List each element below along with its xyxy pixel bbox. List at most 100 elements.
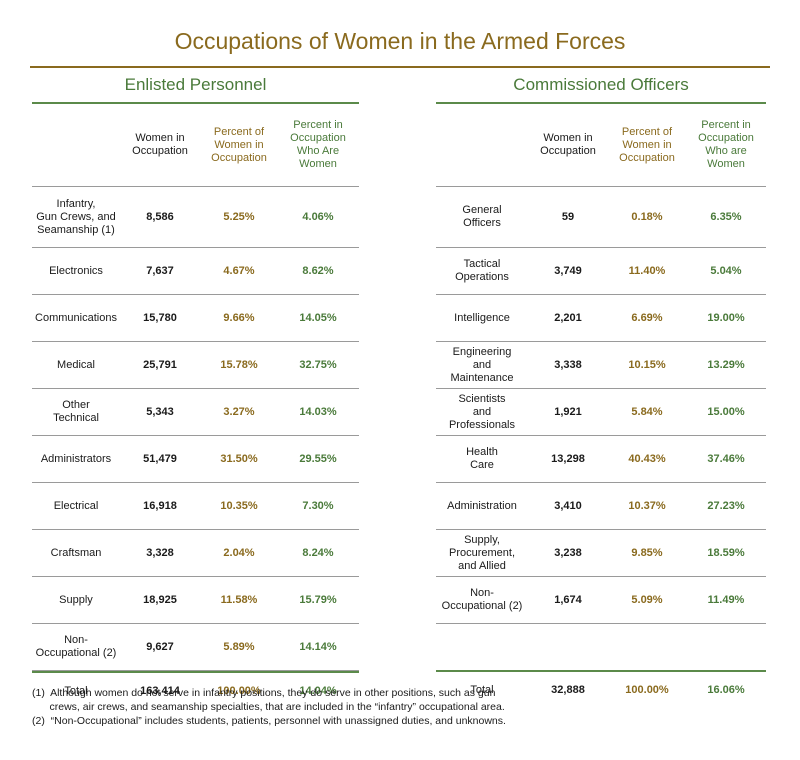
footnotes: (1) Although women do not serve in infan… xyxy=(32,686,772,728)
enlisted-table-row: Craftsman 3,328 2.04% 8.24% xyxy=(32,530,359,577)
officers-header-occupation xyxy=(436,104,528,186)
enlisted-header-rule xyxy=(32,186,359,187)
officers-cell-occupation: Engineering and Maintenance xyxy=(450,345,514,384)
officers-cell-percent-women: 5.84% xyxy=(631,405,663,418)
officers-cell-percent-occupation: 11.49% xyxy=(707,593,745,606)
officers-table-row: Engineering and Maintenance 3,338 10.15% 13.2… xyxy=(436,342,766,389)
officers-cell-percent-occupation: 13.29% xyxy=(707,358,745,371)
enlisted-cell-occupation: Craftsman xyxy=(50,546,102,559)
enlisted-cell-percent-occupation: 32.75% xyxy=(299,358,337,371)
enlisted-cell-percent-women: 11.58% xyxy=(220,593,258,606)
officers-cell-occupation: Health Care xyxy=(466,446,498,471)
enlisted-cell-occupation: Administrators xyxy=(40,452,112,465)
enlisted-cell-occupation: Electrical xyxy=(53,499,99,512)
officers-total-percent-women: 100.00% xyxy=(625,683,669,696)
enlisted-cell-percent-women: 15.78% xyxy=(220,358,258,371)
enlisted-total-women: 163,414 xyxy=(140,684,180,697)
enlisted-cell-percent-occupation: 14.05% xyxy=(299,311,337,324)
enlisted-table-row: Medical 25,791 15.78% 32.75% xyxy=(32,342,359,389)
officers-cell-percent-occupation: 6.35% xyxy=(710,210,742,223)
officers-cell-women: 1,674 xyxy=(554,593,582,606)
officers-title-rule xyxy=(436,102,766,104)
officers-cell-percent-occupation: 37.46% xyxy=(707,452,745,465)
enlisted-cell-women: 25,791 xyxy=(143,358,177,371)
enlisted-total-label: Total xyxy=(64,684,88,697)
officers-cell-percent-occupation: 27.23% xyxy=(707,499,745,512)
enlisted-header-women: Women in Occupation xyxy=(132,132,188,157)
enlisted-table-row: Administrators 51,479 31.50% 29.55% xyxy=(32,436,359,483)
officers-cell-percent-occupation: 15.00% xyxy=(707,405,745,418)
enlisted-cell-percent-occupation: 8.62% xyxy=(302,264,334,277)
enlisted-cell-percent-occupation: 7.30% xyxy=(302,499,334,512)
enlisted-cell-percent-occupation: 8.24% xyxy=(302,546,334,559)
enlisted-header-row: Women in Occupation Percent of Women in Occ… xyxy=(32,104,359,186)
officers-header-percent-occupation: Percent in Occupation Who are Women xyxy=(698,119,754,170)
enlisted-cell-women: 18,925 xyxy=(143,593,177,606)
officers-cell-women: 13,298 xyxy=(551,452,585,465)
officers-total-row: Total 32,888 100.00% 16.06% xyxy=(436,672,766,708)
officers-cell-women: 3,238 xyxy=(554,546,582,559)
enlisted-cell-percent-occupation: 14.14% xyxy=(299,640,337,653)
enlisted-cell-percent-women: 9.66% xyxy=(223,311,255,324)
officers-table-row xyxy=(436,624,766,670)
officers-table-row: Health Care 13,298 40.43% 37.46% xyxy=(436,436,766,483)
enlisted-table-body: Infantry, Gun Crews, and Seamanship (1) 8,5… xyxy=(32,187,359,671)
officers-panel: Commissioned Officers Women in Occupation… xyxy=(436,68,766,708)
title-rule xyxy=(30,66,770,68)
officers-table-row: Scientists and Professionals 1,921 5.84% 15.0… xyxy=(436,389,766,436)
enlisted-cell-women: 8,586 xyxy=(146,210,174,223)
officers-cell-women: 2,201 xyxy=(554,311,582,324)
footnote-2: (2) “Non-Occupational” includes students… xyxy=(32,715,506,727)
enlisted-cell-women: 5,343 xyxy=(146,405,174,418)
enlisted-cell-occupation: Non- Occupational (2) xyxy=(35,634,117,659)
enlisted-cell-occupation: Medical xyxy=(57,358,95,371)
enlisted-cell-percent-occupation: 14.03% xyxy=(299,405,337,418)
enlisted-total-percent-women: 100.00% xyxy=(217,684,261,697)
footnote-1: (1) Although women do not serve in infan… xyxy=(32,687,505,713)
enlisted-cell-occupation: Other Technical xyxy=(53,399,99,424)
enlisted-title-rule xyxy=(32,102,359,104)
officers-title: Commissioned Officers xyxy=(513,75,689,94)
officers-cell-percent-women: 6.69% xyxy=(631,311,663,324)
officers-cell-percent-occupation: 19.00% xyxy=(707,311,745,324)
enlisted-panel: Enlisted Personnel Women in Occupation Pe… xyxy=(32,68,359,709)
enlisted-cell-women: 3,328 xyxy=(146,546,174,559)
officers-cell-women: 1,921 xyxy=(554,405,582,418)
officers-cell-occupation: Tactical Operations xyxy=(455,258,509,283)
enlisted-cell-percent-occupation: 29.55% xyxy=(299,452,337,465)
officers-table-row: Administration 3,410 10.37% 27.23% xyxy=(436,483,766,530)
officers-table-row: Non- Occupational (2) 1,674 5.09% 11.49% xyxy=(436,577,766,624)
document-title: Occupations of Women in the Armed Forces xyxy=(174,28,626,54)
officers-cell-percent-women: 10.37% xyxy=(628,499,666,512)
enlisted-header-percent-women: Percent of Women in Occupation xyxy=(211,125,267,164)
officers-total-women: 32,888 xyxy=(551,683,585,696)
enlisted-cell-percent-women: 5.89% xyxy=(223,640,255,653)
enlisted-cell-percent-women: 5.25% xyxy=(223,210,255,223)
officers-table-row: Tactical Operations 3,749 11.40% 5.04% xyxy=(436,248,766,295)
officers-cell-occupation: Intelligence xyxy=(454,311,510,324)
officers-cell-occupation: Scientists and Professionals xyxy=(448,392,516,431)
officers-cell-occupation: General Officers xyxy=(462,204,502,229)
enlisted-total-row: Total 163,414 100.00% 14.04% xyxy=(32,673,359,709)
officers-cell-percent-women: 0.18% xyxy=(631,210,663,223)
enlisted-header-percent-occupation: Percent in Occupation Who Are Women xyxy=(290,119,346,170)
officers-header-rule xyxy=(436,186,766,187)
officers-cell-percent-occupation: 5.04% xyxy=(710,264,742,277)
officers-table-row: Supply, Procurement, and Allied 3,238 9.85% 1… xyxy=(436,530,766,577)
enlisted-cell-percent-women: 2.04% xyxy=(223,546,255,559)
enlisted-table-row: Supply 18,925 11.58% 15.79% xyxy=(32,577,359,624)
officers-header-percent-women: Percent of Women in Occupation xyxy=(619,125,675,164)
enlisted-cell-percent-women: 3.27% xyxy=(223,405,255,418)
officers-cell-percent-women: 10.15% xyxy=(628,358,666,371)
officers-table-row: General Officers 59 0.18% 6.35% xyxy=(436,187,766,248)
officers-cell-percent-women: 40.43% xyxy=(628,452,666,465)
officers-cell-percent-women: 5.09% xyxy=(631,593,663,606)
officers-cell-women: 3,749 xyxy=(554,264,582,277)
enlisted-cell-percent-women: 31.50% xyxy=(220,452,258,465)
enlisted-cell-occupation: Communications xyxy=(35,311,117,324)
officers-cell-percent-women: 11.40% xyxy=(628,264,666,277)
officers-total-rule xyxy=(436,670,766,672)
enlisted-table-row: Other Technical 5,343 3.27% 14.03% xyxy=(32,389,359,436)
officers-cell-women: 3,338 xyxy=(554,358,582,371)
officers-total-percent-occupation: 16.06% xyxy=(707,683,745,696)
